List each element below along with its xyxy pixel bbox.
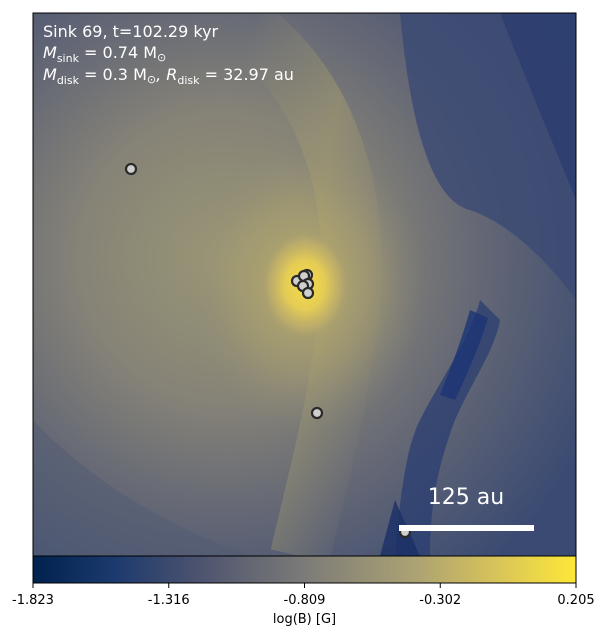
colorbar-tick-label: -0.809 (284, 593, 326, 608)
sink-marker (124, 162, 138, 176)
colorbar-tick-label: -1.316 (148, 593, 190, 608)
colorbar-tick-label: 0.205 (557, 593, 594, 608)
scale-bar-label: 125 au (428, 485, 504, 510)
scale-bar (399, 525, 534, 531)
sink-marker (310, 406, 324, 420)
colorbar-tick-label: -1.823 (12, 593, 54, 608)
colorbar-label: log(B) [G] (273, 612, 336, 627)
info-line-3: Mdisk = 0.3 M⊙, Rdisk = 32.97 au (43, 65, 294, 87)
colorbar-ticks: -1.823 -1.316 -0.809 -0.302 0.205 (12, 583, 595, 608)
info-line-1: Sink 69, t=102.29 kyr (43, 22, 219, 41)
info-line-2: Msink = 0.74 M⊙ (43, 43, 166, 65)
sink-marker (301, 286, 315, 300)
colorbar-tick-label: -0.302 (419, 593, 461, 608)
colorbar (32, 555, 577, 584)
